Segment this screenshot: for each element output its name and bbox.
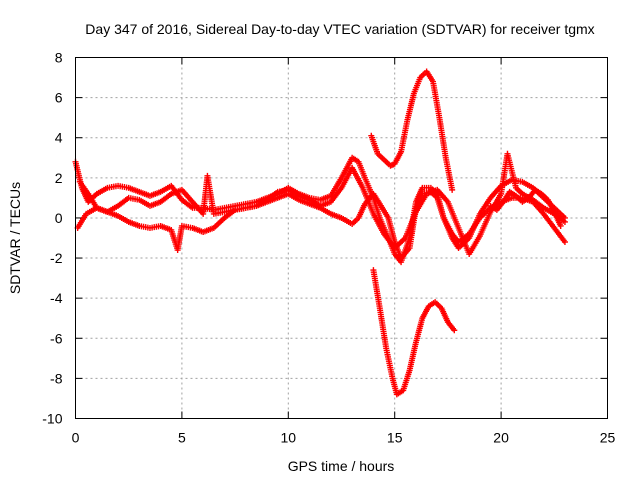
x-tick-labels: 0 5 10 15 20 25 — [72, 430, 616, 446]
data-point — [561, 239, 568, 246]
y-tick-label: -4 — [50, 290, 63, 306]
x-tick-label: 0 — [72, 430, 80, 446]
y-tick-label: 4 — [55, 130, 63, 146]
y-tick-label: 0 — [55, 210, 63, 226]
y-tick-label: -2 — [50, 250, 63, 266]
x-tick-label: 20 — [493, 430, 509, 446]
data-point — [451, 327, 458, 334]
x-tick-label: 5 — [178, 430, 186, 446]
series-track-e — [370, 267, 458, 398]
x-tick-label: 25 — [600, 430, 616, 446]
y-tick-label: 2 — [55, 170, 63, 186]
series-track-d — [368, 68, 456, 193]
data-point — [449, 186, 456, 193]
x-tick-label: 15 — [387, 430, 403, 446]
y-axis-label: SDTVAR / TECUs — [7, 182, 23, 294]
series-track-a — [72, 154, 568, 266]
y-tick-label: -8 — [50, 370, 63, 386]
chart-title: Day 347 of 2016, Sidereal Day-to-day VTE… — [85, 21, 594, 37]
x-tick-label: 10 — [281, 430, 297, 446]
series-track-f — [487, 186, 564, 229]
plot-area — [72, 68, 568, 398]
y-tick-label: -6 — [50, 330, 63, 346]
y-tick-labels: 8 6 4 2 0 -2 -4 -6 -8 -10 — [42, 50, 62, 427]
data-point — [557, 222, 564, 229]
plot-frame — [75, 57, 608, 419]
y-tick-label: 8 — [55, 50, 63, 66]
y-tick-label: 6 — [55, 90, 63, 106]
axis-ticks — [75, 57, 608, 419]
x-axis-label: GPS time / hours — [288, 458, 395, 474]
grid — [75, 57, 608, 419]
y-tick-label: -10 — [42, 411, 62, 427]
data-point — [561, 218, 568, 225]
series-track-c — [76, 150, 568, 258]
